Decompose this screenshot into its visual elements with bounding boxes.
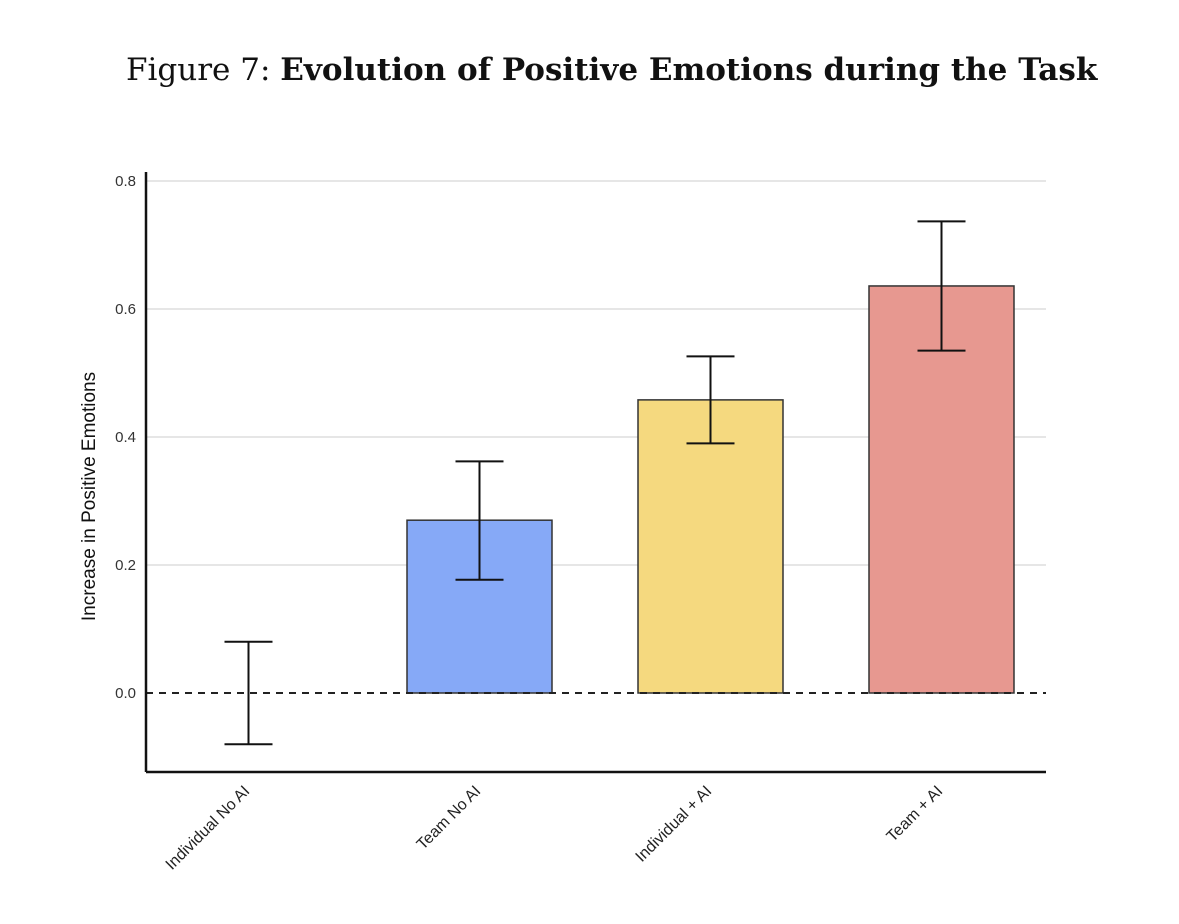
y-axis-label: Increase in Positive Emotions <box>79 372 100 621</box>
error-bars <box>224 220 966 746</box>
error-bar-2 <box>686 355 735 445</box>
axes <box>144 172 1046 774</box>
error-bar-3 <box>917 220 966 352</box>
error-bar-1 <box>455 460 504 581</box>
x-category-label: Team + AI <box>884 783 947 846</box>
y-tick-labels: 0.0 0.2 0.4 0.6 0.8 <box>115 173 136 702</box>
y-tick-label: 0.2 <box>115 557 136 574</box>
figure-title: Evolution of Positive Emotions during th… <box>280 52 1098 88</box>
y-tick-label: 0.8 <box>115 173 136 190</box>
bar-2 <box>637 399 784 694</box>
x-category-label: Team No AI <box>414 783 485 854</box>
bars <box>406 285 1015 694</box>
x-category-label: Individual + AI <box>633 783 716 866</box>
y-tick-label: 0.4 <box>115 429 136 446</box>
y-tick-label: 0.6 <box>115 301 136 318</box>
figure-label: Figure 7: <box>126 52 271 88</box>
y-tick-label: 0.0 <box>115 685 136 702</box>
figure-caption: Figure 7: Evolution of Positive Emotions… <box>126 52 1097 88</box>
x-category-labels: Individual No AI Team No AI Individual + A… <box>163 783 947 874</box>
error-bar-0 <box>224 640 273 746</box>
x-category-label: Individual No AI <box>163 783 254 874</box>
